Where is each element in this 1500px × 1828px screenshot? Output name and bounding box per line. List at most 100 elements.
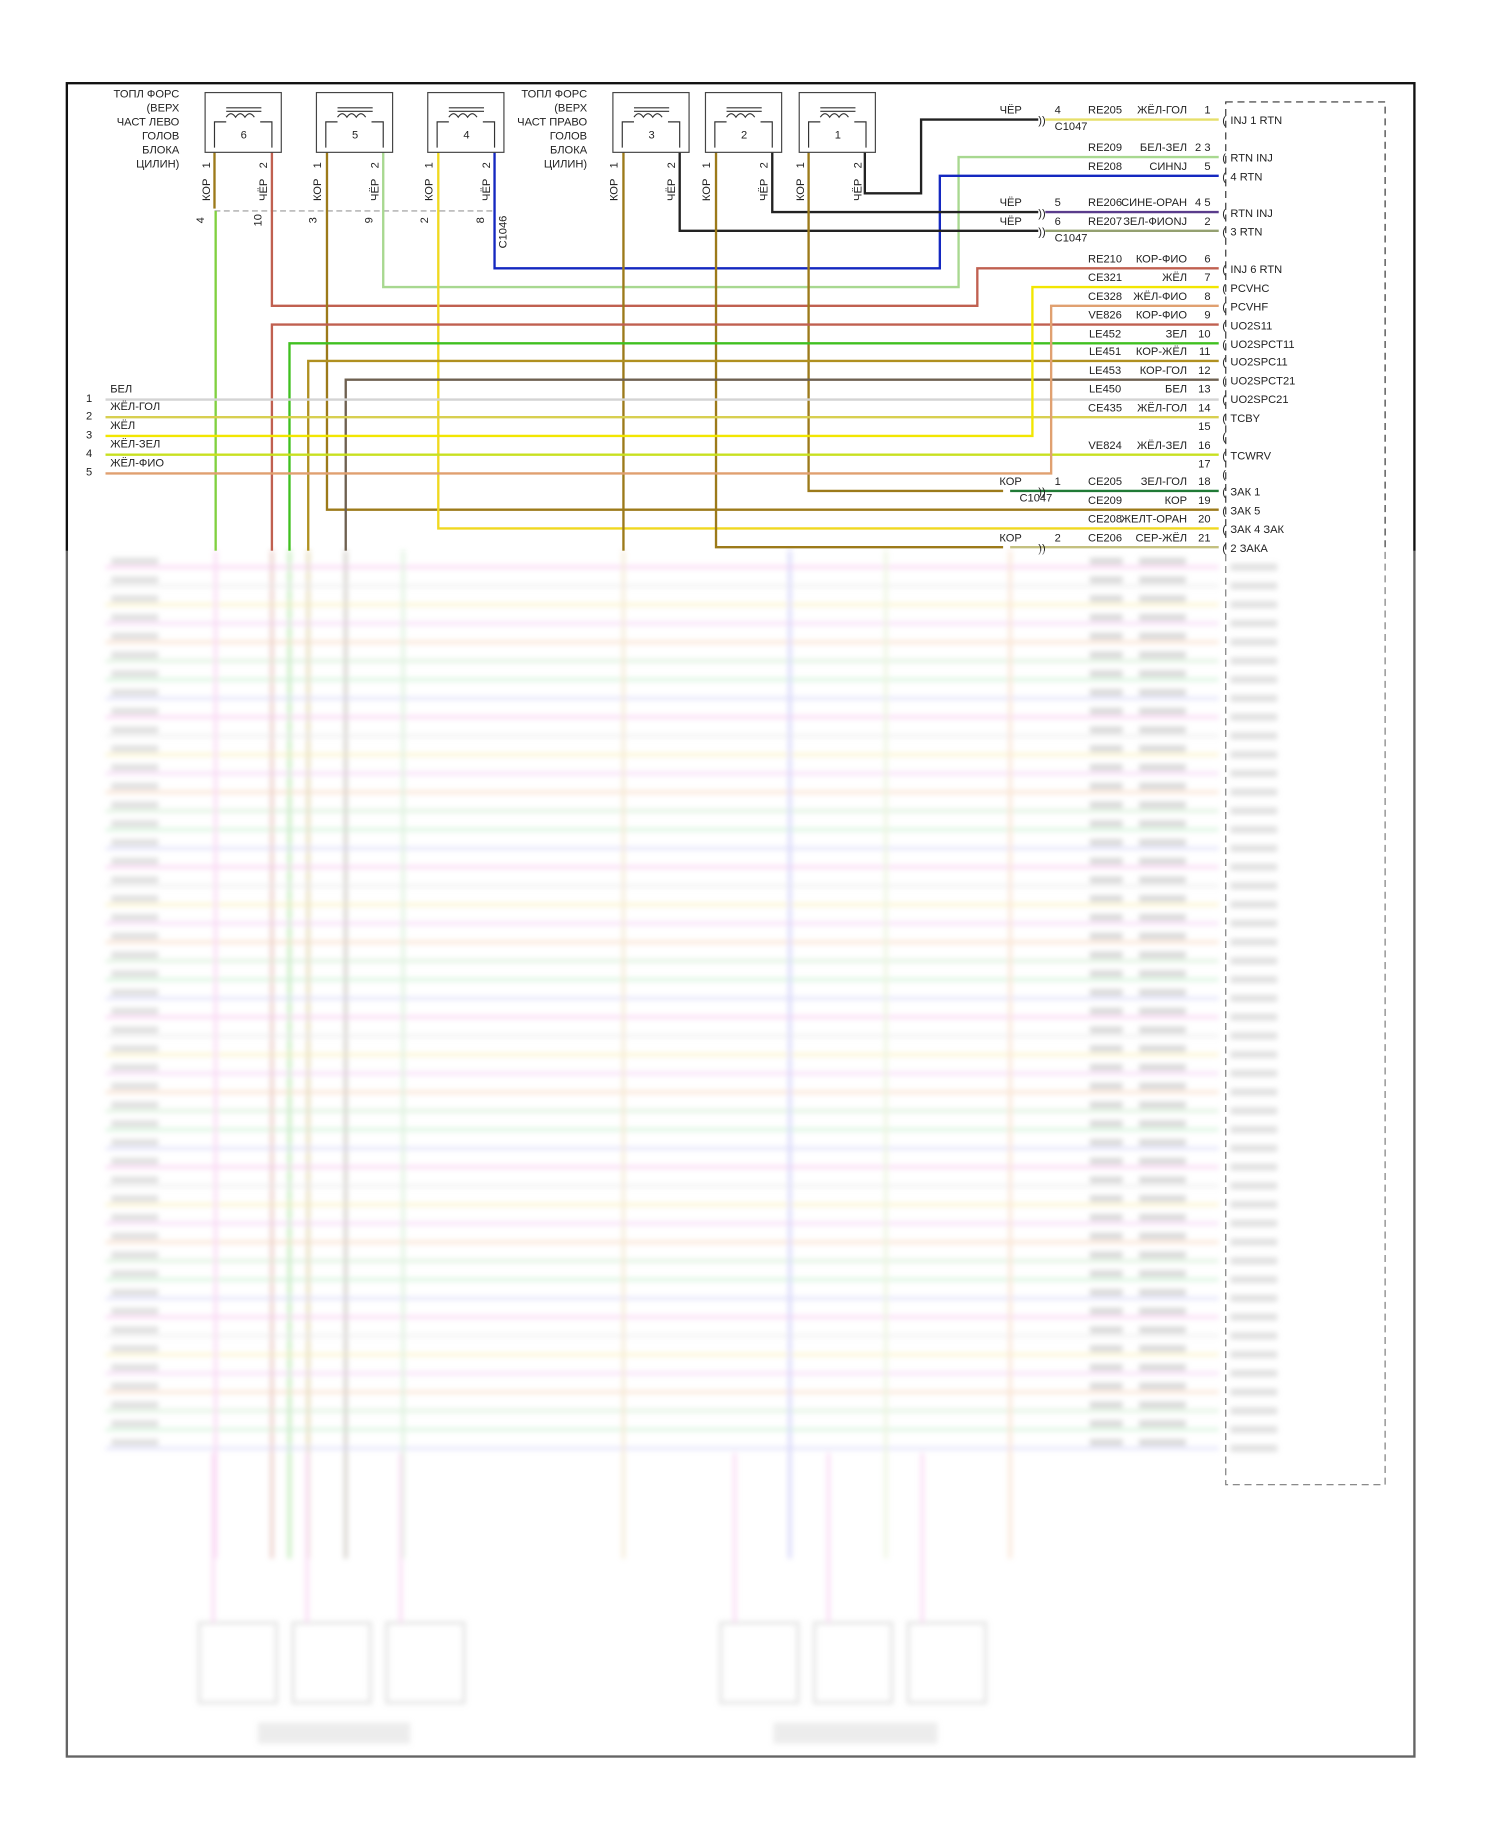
ecm-pin-marker: ( xyxy=(1222,469,1226,481)
wire-color-label: ЖЁЛ xyxy=(110,420,135,432)
blurred-text xyxy=(111,801,159,809)
c1047-pin: 6 xyxy=(1055,216,1061,228)
blurred-text xyxy=(1089,801,1123,809)
ecm-pin-marker: ( xyxy=(1222,283,1226,295)
blurred-text xyxy=(1089,1232,1123,1240)
ecm-pin-marker: ( xyxy=(1222,394,1226,406)
blurred-text xyxy=(1230,601,1278,609)
blurred-text xyxy=(1230,1069,1278,1077)
circuit-id: CE435 xyxy=(1088,402,1122,414)
blurred-text xyxy=(111,1307,159,1315)
blurred-text xyxy=(1139,726,1186,734)
blurred-text xyxy=(111,1232,159,1240)
blurred-text xyxy=(1139,1382,1186,1390)
blurred-text xyxy=(1139,1420,1186,1428)
wire-color-label: КОР-ФИО xyxy=(1136,310,1188,322)
blurred-text xyxy=(1230,657,1278,665)
ecm-pin-number: 20 xyxy=(1198,514,1210,526)
c1046-pin: 10 xyxy=(252,214,264,226)
blurred-text xyxy=(1230,1182,1278,1190)
blurred-text xyxy=(1230,901,1278,909)
blurred-text xyxy=(1230,863,1278,871)
left-connector-pin: 4 xyxy=(86,448,92,460)
blurred-lower-section xyxy=(105,550,1278,1744)
c1046-pin: 8 xyxy=(475,217,487,223)
blurred-text xyxy=(111,988,159,997)
blurred-text xyxy=(1230,1369,1278,1377)
blurred-text xyxy=(1230,1201,1278,1209)
injector-group-label: БЛОКА xyxy=(142,145,180,157)
c1047-label: C1047 xyxy=(1055,232,1088,244)
blurred-text xyxy=(111,1213,159,1222)
ecm-pin-number: 16 xyxy=(1198,440,1210,452)
ecm-pin-number: 6 xyxy=(1204,253,1210,265)
circuit-id: RE207 xyxy=(1088,216,1122,228)
wire-inj1-rtn xyxy=(863,118,1039,195)
blurred-text xyxy=(1139,895,1186,903)
circuit-id: LE451 xyxy=(1089,346,1121,358)
ecm-pin-number: 2 xyxy=(1204,216,1210,228)
blurred-text xyxy=(111,689,159,697)
ecm-pin-number: 14 xyxy=(1198,402,1210,414)
blurred-text xyxy=(1230,1294,1278,1302)
blurred-text xyxy=(1089,1270,1123,1278)
blurred-text xyxy=(1139,1288,1186,1297)
blurred-text xyxy=(1230,1163,1278,1171)
blurred-text xyxy=(773,1722,938,1744)
left-connector-pin: 5 xyxy=(86,467,92,479)
c1046-label: C1046 xyxy=(497,216,509,249)
ecm-pin-marker: ( xyxy=(1222,320,1226,332)
c1046-pin: 4 xyxy=(195,217,207,223)
blurred-text xyxy=(1089,839,1123,847)
ecm-pin-function: INJ 6 RTN xyxy=(1230,264,1282,276)
c1047-label: C1047 xyxy=(1020,493,1053,505)
wires xyxy=(105,118,1219,551)
blurred-text xyxy=(1089,726,1123,734)
ecm-pin-function: UO2SPC11 xyxy=(1230,357,1287,369)
ecm-pin-marker: ( xyxy=(1222,208,1226,220)
blurred-text xyxy=(111,557,159,565)
wire-inj1-pin1 xyxy=(807,152,1004,493)
blurred-injector xyxy=(291,1621,373,1705)
ecm-pin-marker: ( xyxy=(1222,153,1226,165)
blurred-text xyxy=(111,1045,159,1053)
wire-inj6-rtn xyxy=(270,152,1219,308)
blurred-text xyxy=(1089,857,1123,865)
blurred-text xyxy=(1139,932,1186,940)
blurred-text xyxy=(111,1138,159,1147)
left-connector-pin: 1 xyxy=(86,393,92,405)
blurred-text xyxy=(1089,1138,1123,1147)
c1047-pin: 5 xyxy=(1055,197,1061,209)
blurred-text xyxy=(1139,614,1186,622)
wire-inj2-rtn xyxy=(771,152,1039,214)
blurred-text xyxy=(1139,1101,1186,1109)
injector-pin-label: 1 xyxy=(701,162,713,168)
ecm-pin-number: 13 xyxy=(1198,384,1210,396)
blurred-text xyxy=(1089,1176,1123,1184)
blurred-text xyxy=(1089,1420,1123,1428)
circuit-id: RE208 xyxy=(1088,161,1122,173)
wire-color-label: СЕР-ЖЁЛ xyxy=(1136,532,1188,544)
blurred-text xyxy=(111,1251,159,1259)
ecm-pin-number: 1 xyxy=(1204,105,1210,117)
wire-color-label: СИНNJ xyxy=(1149,161,1187,173)
blurred-text xyxy=(1230,619,1278,627)
injector-coil-icon xyxy=(436,107,496,148)
ecm-pin-function: RTN INJ xyxy=(1230,153,1272,165)
wire-inj4-pin1 xyxy=(437,152,1219,530)
wire-color-label: ЗЕЛ xyxy=(1166,328,1187,340)
connector-wire-color: ЧЁР xyxy=(1000,197,1022,209)
wire-color-label: ЗЕЛ-ФИОNJ xyxy=(1123,216,1187,228)
blurred-injector xyxy=(718,1621,800,1705)
blurred-text xyxy=(1139,1157,1186,1165)
blurred-text xyxy=(1139,801,1186,809)
injector-number: 1 xyxy=(835,129,841,141)
blurred-text xyxy=(111,1363,159,1371)
blurred-text xyxy=(1089,632,1123,640)
blurred-text xyxy=(111,595,159,603)
wire-color-label: КОР xyxy=(609,179,621,201)
blurred-text xyxy=(1230,694,1278,702)
c1046-pin: 9 xyxy=(364,217,376,223)
circuit-id: LE452 xyxy=(1089,328,1121,340)
wire-left-3 xyxy=(105,285,1219,438)
